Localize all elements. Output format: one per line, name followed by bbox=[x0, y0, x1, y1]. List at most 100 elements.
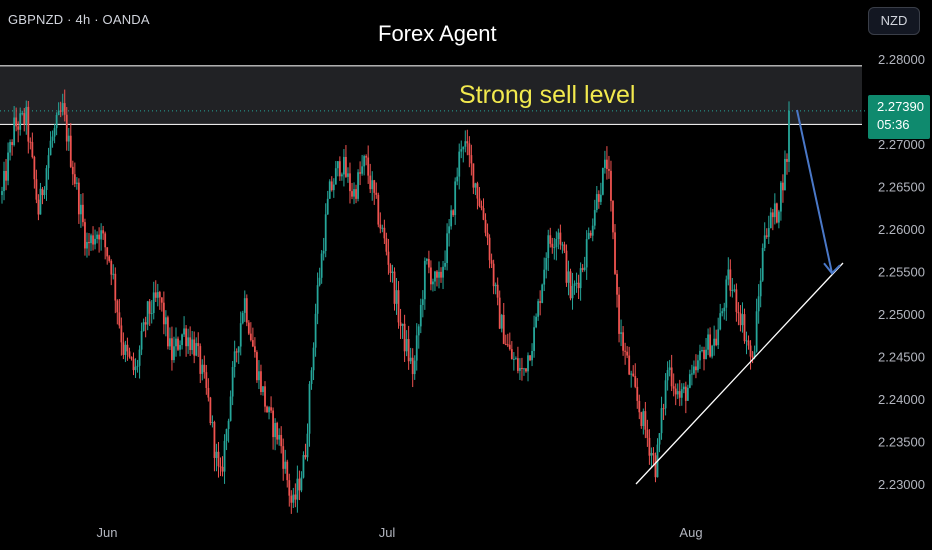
candle-body bbox=[680, 389, 683, 398]
candle-body bbox=[140, 330, 143, 350]
candle-body bbox=[195, 343, 198, 356]
candle-body bbox=[288, 480, 291, 496]
candle-body bbox=[533, 327, 535, 351]
candle-body bbox=[110, 260, 113, 275]
candle-body bbox=[660, 408, 663, 434]
sell-zone bbox=[0, 65, 862, 125]
candle-body bbox=[29, 141, 32, 143]
candle-body bbox=[672, 386, 675, 389]
candle-body bbox=[634, 376, 637, 387]
candle-body bbox=[731, 289, 734, 291]
candle-body bbox=[747, 340, 750, 346]
time-tick-label: Jun bbox=[97, 525, 118, 540]
candle-body bbox=[256, 352, 258, 381]
candle-body bbox=[678, 391, 681, 398]
candle-body bbox=[296, 478, 299, 500]
candle-body bbox=[247, 322, 250, 334]
candle-body bbox=[361, 166, 364, 174]
candle-body bbox=[705, 349, 707, 360]
candle-body bbox=[488, 237, 491, 261]
candle-body bbox=[427, 258, 430, 268]
candle-body bbox=[668, 367, 671, 371]
candle-body bbox=[713, 338, 716, 346]
candle-body bbox=[610, 170, 612, 201]
candle-body bbox=[229, 396, 232, 421]
candle-body bbox=[595, 194, 598, 211]
candle-body bbox=[260, 371, 262, 393]
candle-body bbox=[389, 264, 392, 273]
time-tick-label: Aug bbox=[679, 525, 702, 540]
arrow-head bbox=[823, 262, 841, 275]
candle-body bbox=[43, 189, 46, 196]
candle-body bbox=[593, 210, 596, 226]
candle-body bbox=[640, 412, 643, 427]
candle-body bbox=[436, 271, 438, 278]
time-axis[interactable]: Jun Jul Aug bbox=[97, 525, 703, 540]
candle-body bbox=[430, 267, 432, 285]
candle-body bbox=[138, 349, 141, 366]
candle-body bbox=[237, 346, 240, 353]
candle-body bbox=[338, 161, 341, 177]
candle-body bbox=[104, 233, 107, 248]
candle-body bbox=[233, 351, 236, 368]
candle-body bbox=[719, 313, 722, 330]
candle-body bbox=[276, 423, 279, 440]
candle-body bbox=[711, 345, 714, 357]
candle-body bbox=[207, 387, 210, 398]
candle-body bbox=[529, 355, 531, 361]
candle-body bbox=[729, 269, 732, 291]
candle-body bbox=[166, 317, 169, 347]
candle-body bbox=[616, 273, 618, 295]
support-trendline[interactable] bbox=[635, 262, 844, 485]
candle-body bbox=[177, 338, 179, 350]
candle-body bbox=[146, 301, 149, 325]
candle-body bbox=[773, 203, 776, 218]
currency-button[interactable]: NZD bbox=[868, 7, 920, 35]
candle-body bbox=[217, 451, 220, 467]
candle-body bbox=[514, 358, 517, 360]
candle-body bbox=[351, 191, 353, 197]
candle-body bbox=[460, 149, 463, 152]
candle-body bbox=[144, 322, 147, 325]
candle-body bbox=[193, 339, 196, 356]
candle-body bbox=[343, 156, 345, 175]
candle-body bbox=[171, 338, 173, 361]
candle-body bbox=[786, 158, 788, 162]
candle-body bbox=[563, 244, 566, 251]
bar-countdown: 05:36 bbox=[877, 117, 910, 132]
candle-body bbox=[363, 156, 366, 167]
candle-body bbox=[413, 360, 416, 375]
candle-body bbox=[227, 420, 230, 430]
candle-body bbox=[223, 440, 226, 472]
candle-body bbox=[80, 204, 82, 215]
candle-body bbox=[547, 235, 550, 259]
candle-body bbox=[788, 110, 790, 162]
down-arrow[interactable] bbox=[796, 109, 841, 275]
candle-body bbox=[717, 329, 720, 346]
candle-body bbox=[753, 351, 756, 358]
candle-body bbox=[573, 283, 576, 286]
candle-body bbox=[603, 159, 606, 168]
candle-body bbox=[181, 334, 183, 346]
candle-body bbox=[249, 333, 252, 341]
candle-body bbox=[41, 188, 44, 196]
candle-body bbox=[735, 289, 738, 312]
symbol-label: GBPNZD · 4h · OANDA bbox=[8, 12, 150, 27]
candle-body bbox=[684, 386, 687, 401]
candle-body bbox=[284, 461, 287, 469]
candle-body bbox=[211, 422, 214, 424]
candle-body bbox=[478, 198, 481, 206]
candle-body bbox=[300, 477, 303, 491]
candle-body bbox=[403, 323, 406, 352]
candle-body bbox=[199, 346, 202, 374]
candle-body bbox=[405, 339, 408, 352]
candle-body bbox=[442, 266, 444, 278]
candle-body bbox=[280, 434, 283, 447]
candle-body bbox=[531, 350, 533, 361]
candle-body bbox=[620, 332, 622, 334]
candle-body bbox=[84, 222, 86, 249]
candle-body bbox=[203, 364, 206, 373]
candle-body bbox=[417, 326, 420, 336]
candle-body bbox=[201, 364, 204, 374]
